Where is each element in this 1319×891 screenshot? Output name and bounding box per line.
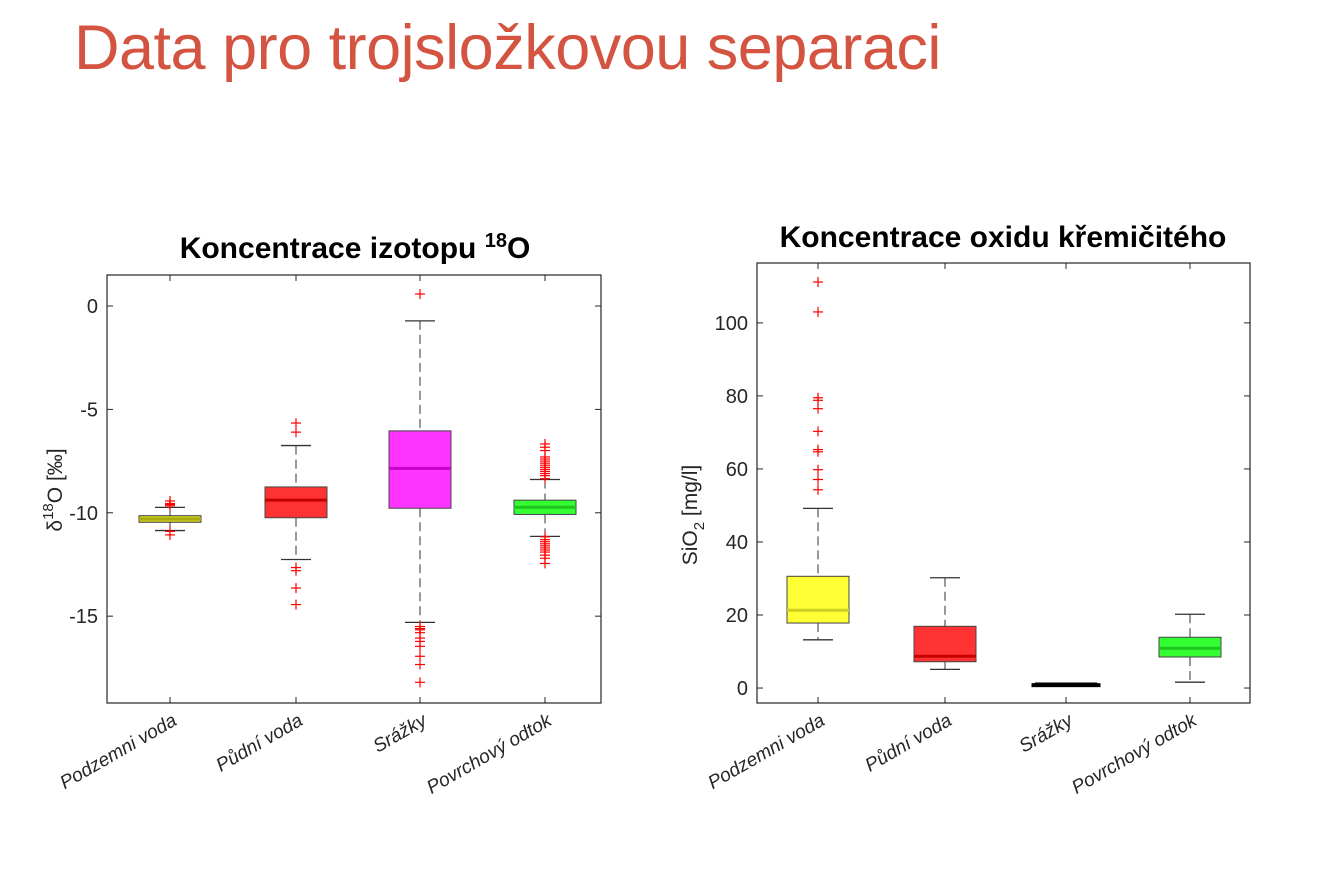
boxplot-chart-2: Koncentrace oxidu křemičitého 0 20 40 60 80 10… <box>679 221 1251 799</box>
box-4 <box>1158 613 1222 683</box>
outlier-marker <box>415 659 425 670</box>
chart-title-text: Koncentrace izotopu <box>180 232 485 265</box>
axes-frame <box>106 274 602 704</box>
x-tick-label: Podzemni voda <box>705 710 829 794</box>
outlier-marker <box>291 418 301 429</box>
y-tick-label: 60 <box>726 459 748 481</box>
outlier-marker <box>813 484 823 495</box>
outlier-marker <box>165 529 175 540</box>
outlier-marker <box>291 599 301 610</box>
box-1 <box>786 276 850 641</box>
chart-title-sup: 18 <box>485 230 507 252</box>
outlier-marker <box>415 641 425 652</box>
x-tick-label: Půdní voda <box>213 710 307 776</box>
y-tick-label: -5 <box>80 399 98 421</box>
x-tick-label: Podzemni voda <box>57 710 181 794</box>
y-tick-label: 0 <box>87 296 98 318</box>
x-tick-label: Povrchový odtok <box>1068 709 1201 798</box>
outlier-marker <box>165 500 175 511</box>
box-iqr <box>786 575 850 624</box>
outlier-marker <box>813 276 823 287</box>
box-1 <box>138 495 202 540</box>
outlier-marker <box>813 474 823 485</box>
y-tick-label: 20 <box>726 605 748 627</box>
outlier-marker <box>540 473 550 484</box>
outlier-marker <box>813 426 823 437</box>
box-3 <box>388 289 452 688</box>
slide-title: Data pro trojsložkovou separaci <box>74 13 941 83</box>
y-tick-label: 40 <box>726 532 748 554</box>
x-tick-label: Srážky <box>1016 709 1078 757</box>
x-tick-label: Srážky <box>370 709 432 757</box>
y-label-tail: O [‰] <box>44 448 67 503</box>
y-tick-label: -15 <box>69 606 98 628</box>
y-tick-label: 0 <box>737 678 748 700</box>
outlier-marker <box>813 464 823 475</box>
y-axis-label: SiO2 [mg/l] <box>679 465 708 566</box>
axes-frame <box>756 262 1251 704</box>
y-tick-label: 100 <box>715 313 748 335</box>
x-tick-label: Povrchový odtok <box>423 709 556 798</box>
y-label-tail: [mg/l] <box>679 465 702 522</box>
box-4 <box>513 438 577 569</box>
box-iqr <box>264 486 328 519</box>
box-2 <box>264 418 328 610</box>
box-3 <box>1031 682 1101 688</box>
outlier-marker <box>813 446 823 457</box>
y-tick-label: 80 <box>726 386 748 408</box>
chart-title: Koncentrace izotopu 18O <box>180 230 531 265</box>
y-label-main: δ <box>44 520 67 532</box>
x-tick-label: Půdní voda <box>862 710 956 776</box>
box-2 <box>913 577 977 671</box>
outlier-marker <box>415 289 425 300</box>
outlier-marker <box>540 558 550 569</box>
y-axis-label: δ18O [‰] <box>40 448 67 531</box>
outlier-marker <box>291 565 301 576</box>
y-label-sub: 2 <box>691 522 708 530</box>
outlier-marker <box>813 306 823 317</box>
outlier-marker <box>415 677 425 688</box>
outlier-marker <box>813 403 823 414</box>
outlier-marker <box>291 583 301 594</box>
chart-title-tail: O <box>507 232 530 265</box>
outlier-marker <box>291 427 301 438</box>
outlier-marker <box>813 395 823 406</box>
y-label-main: SiO <box>679 530 702 565</box>
chart-title-text: Koncentrace oxidu křemičitého <box>780 221 1227 254</box>
chart-title: Koncentrace oxidu křemičitého <box>780 221 1227 254</box>
y-tick-label: -10 <box>69 503 98 525</box>
y-label-sup: 18 <box>40 503 57 520</box>
